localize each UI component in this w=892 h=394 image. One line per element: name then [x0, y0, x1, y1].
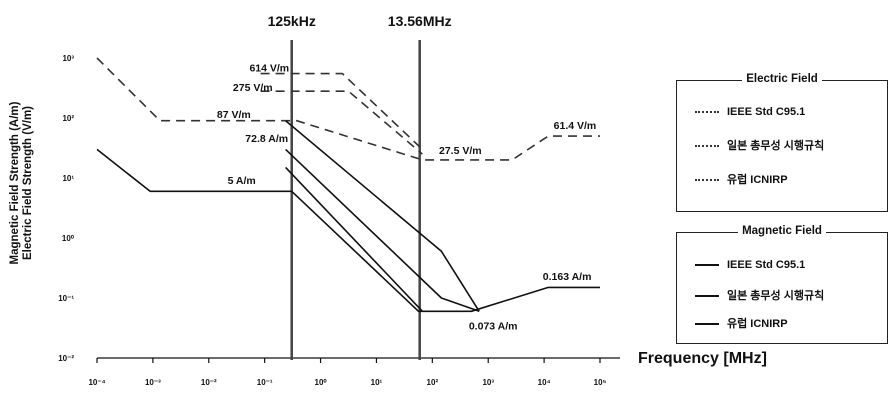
legend-dashed-swatch — [695, 111, 719, 114]
x-tick-label: 10⁻² — [201, 378, 217, 387]
axes: Frequency [MHz] — [96, 350, 767, 367]
data-annotation: 0.073 A/m — [469, 320, 518, 332]
data-annotation: 614 V/m — [249, 62, 289, 74]
electric-field-line — [96, 57, 600, 161]
data-annotation: 61.4 V/m — [554, 120, 597, 132]
y-axis-label-electric: Electric Field Strength (V/m) — [22, 106, 34, 260]
y-tick-label: 10⁻² — [58, 354, 74, 363]
magnetic-field-line — [285, 148, 480, 313]
data-annotation: 0.163 A/m — [543, 271, 592, 283]
legend-magnetic-item: 일본 총무성 시행규칙 — [695, 287, 824, 303]
legend-electric: Electric Field IEEE Std C95.1 일본 총무성 시행규… — [676, 73, 888, 212]
legend-dashed-swatch — [695, 145, 719, 148]
y-tick-label: 10¹ — [62, 174, 74, 183]
y-tick-labels: 10³ 10² 10¹ 10⁰ 10⁻¹ 10⁻² — [58, 54, 75, 363]
x-tick-label: 10⁵ — [594, 378, 607, 387]
x-tick-labels: 10⁻⁴ 10⁻³ 10⁻² 10⁻¹ 10⁰ 10¹ 10² 10³ 10⁴ 10⁵ — [88, 378, 606, 387]
x-tick-label: 10⁻¹ — [257, 378, 273, 387]
data-annotation: 275 V/m — [233, 82, 273, 94]
x-axis-label: Frequency [MHz] — [638, 350, 767, 367]
data-annotation: 5 A/m — [228, 175, 256, 187]
marker-label: 125kHz — [268, 13, 316, 29]
x-tick-label: 10⁻⁴ — [88, 378, 105, 387]
y-axis-label-magnetic: Magnetic Field Strength (A/m) — [9, 101, 21, 265]
marker-label: 13.56MHz — [388, 13, 452, 29]
legend-magnetic-ieee: IEEE Std C95.1 — [727, 259, 806, 271]
magnetic-field-line — [285, 120, 480, 312]
legend-electric-ieee: IEEE Std C95.1 — [727, 106, 806, 118]
y-tick-label: 10⁻¹ — [58, 294, 74, 303]
x-tick-label: 10³ — [482, 378, 494, 387]
x-tick-label: 10⁰ — [315, 378, 328, 387]
legend-magnetic-japan: 일본 총무성 시행규칙 — [727, 290, 825, 302]
x-tick-label: 10⁻³ — [145, 378, 161, 387]
magnetic-field-line — [285, 166, 423, 312]
electric-field-line — [260, 90, 423, 155]
legend-solid-swatch — [695, 295, 719, 298]
legend-electric-icnirp: 유럽 ICNIRP — [727, 174, 788, 186]
x-tick-label: 10² — [427, 378, 439, 387]
data-annotation: 27.5 V/m — [439, 145, 482, 157]
legend-solid-swatch — [695, 323, 719, 326]
legend-magnetic-item: IEEE Std C95.1 — [695, 259, 805, 271]
y-axis-label: Magnetic Field Strength (A/m) Electric F… — [9, 43, 35, 323]
magnetic-field-line — [96, 148, 600, 313]
legend-electric-title: Electric Field — [742, 73, 822, 85]
legend-solid-swatch — [695, 264, 719, 267]
annotations: 614 V/m 275 V/m 87 V/m 72.8 A/m 5 A/m 27.5 V/… — [217, 62, 596, 332]
legend-electric-item: IEEE Std C95.1 — [695, 106, 805, 118]
legend-magnetic-icnirp: 유럽 ICNIRP — [727, 318, 788, 330]
marker-lines: 125kHz 13.56MHz — [268, 13, 452, 360]
x-tick-label: 10⁴ — [538, 378, 551, 387]
legend-dashed-swatch — [695, 179, 719, 182]
legend-electric-item: 일본 총무성 시행규칙 — [695, 137, 824, 153]
electric-field-line — [260, 72, 423, 150]
legend-electric-item: 유럽 ICNIRP — [695, 171, 788, 187]
y-tick-label: 10⁰ — [62, 234, 75, 243]
y-tick-label: 10³ — [62, 54, 74, 63]
legend-magnetic-item: 유럽 ICNIRP — [695, 315, 788, 331]
x-tick-label: 10¹ — [371, 378, 383, 387]
y-tick-label: 10² — [62, 114, 74, 123]
legend-magnetic: Magnetic Field IEEE Std C95.1 일본 총무성 시행규… — [676, 225, 888, 344]
data-annotation: 72.8 A/m — [245, 133, 288, 145]
legend-electric-japan: 일본 총무성 시행규칙 — [727, 140, 825, 152]
data-annotation: 87 V/m — [217, 109, 251, 121]
legend-magnetic-title: Magnetic Field — [738, 225, 826, 237]
series-lines — [96, 57, 600, 313]
